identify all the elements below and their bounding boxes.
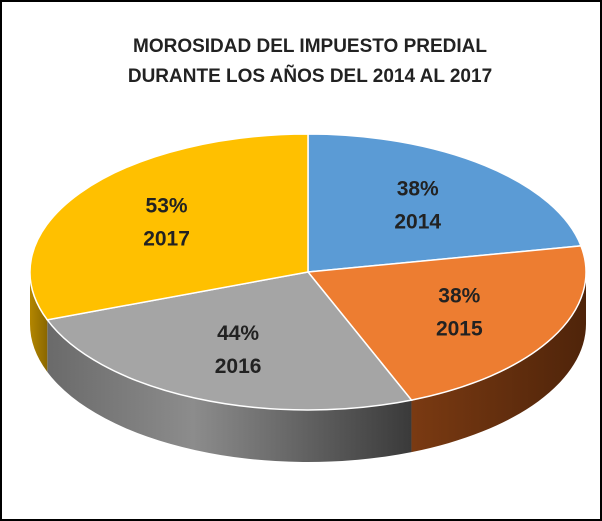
chart-title: MOROSIDAD DEL IMPUESTO PREDIAL (133, 36, 487, 57)
chart-subtitle: DURANTE LOS AÑOS DEL 2014 AL 2017 (128, 65, 492, 87)
slice (307, 133, 583, 273)
slice-side (47, 319, 412, 462)
data-label: 38% (438, 285, 480, 308)
category-label: 2017 (143, 228, 190, 251)
slice (306, 245, 587, 401)
category-label: 2016 (215, 355, 262, 378)
category-label: 2014 (394, 211, 441, 234)
slice (45, 271, 413, 411)
category-label: 2015 (436, 318, 483, 341)
data-label: 38% (397, 178, 439, 201)
data-label: 44% (217, 322, 259, 345)
data-label: 53% (146, 195, 188, 218)
slice-side (411, 272, 586, 453)
slice (29, 133, 309, 321)
